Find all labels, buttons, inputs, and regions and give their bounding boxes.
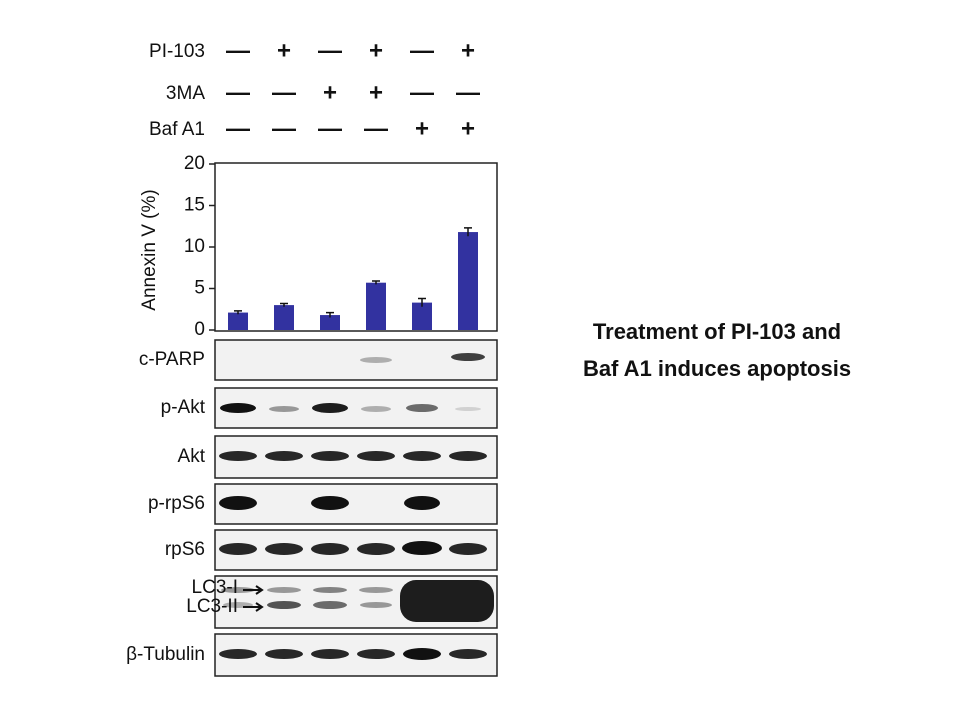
treatment-sign: —	[318, 37, 342, 64]
blot-label: LC3-I	[192, 577, 238, 598]
treatment-sign: +	[461, 37, 475, 64]
treatment-sign: —	[456, 79, 480, 106]
band	[312, 403, 348, 413]
blot-label: rpS6	[165, 539, 205, 560]
bar	[458, 232, 478, 330]
band	[311, 451, 349, 461]
blots	[214, 339, 498, 677]
band	[219, 451, 257, 461]
band	[451, 353, 485, 361]
bar	[228, 312, 248, 330]
band	[219, 649, 257, 659]
band	[269, 406, 299, 412]
band	[357, 543, 395, 555]
bar	[412, 302, 432, 330]
band	[402, 541, 442, 555]
band	[403, 648, 441, 660]
band	[221, 587, 255, 593]
treatment-sign: —	[226, 37, 250, 64]
band	[360, 357, 392, 363]
blot-label: p-Akt	[161, 397, 206, 418]
band	[313, 587, 347, 593]
treatment-sign: —	[272, 79, 296, 106]
treatment-sign: +	[369, 37, 383, 64]
band	[455, 407, 481, 411]
band	[311, 543, 349, 555]
blot-frame	[214, 483, 498, 525]
treatment-sign: +	[461, 115, 475, 142]
band	[265, 543, 303, 555]
band	[359, 587, 393, 593]
treatment-sign: —	[318, 115, 342, 142]
band	[219, 543, 257, 555]
band	[404, 496, 440, 510]
band	[265, 649, 303, 659]
band	[360, 602, 392, 608]
treatment-sign: —	[364, 115, 388, 142]
blot-label: p-rpS6	[148, 493, 205, 514]
bar	[366, 282, 386, 330]
band	[313, 601, 347, 609]
band	[267, 601, 301, 609]
treatment-sign: —	[410, 79, 434, 106]
y-tick-label: 20	[184, 153, 205, 174]
treatment-sign: —	[226, 79, 250, 106]
band	[357, 451, 395, 461]
y-tick-label: 10	[184, 236, 205, 257]
treatment-sign: —	[410, 37, 434, 64]
band	[357, 649, 395, 659]
y-tick-label: 5	[194, 278, 205, 299]
y-tick-label: 15	[184, 195, 205, 216]
blot-label: c-PARP	[139, 349, 205, 370]
band	[361, 406, 391, 412]
bar	[274, 305, 294, 330]
band	[449, 543, 487, 555]
chart-frame	[214, 162, 498, 332]
error-bar	[280, 302, 288, 307]
band	[449, 649, 487, 659]
band	[400, 580, 494, 622]
y-axis-label: Annexin V (%)	[139, 189, 160, 310]
band	[220, 403, 256, 413]
band	[267, 587, 301, 593]
treatment-label: Baf A1	[149, 119, 205, 140]
y-tick-label: 0	[194, 319, 205, 340]
error-bar	[234, 310, 242, 315]
blot-label: β-Tubulin	[126, 644, 205, 665]
caption-line: Treatment of PI-103 and	[593, 319, 841, 344]
blot-frame	[214, 339, 498, 381]
band	[311, 496, 349, 510]
band	[265, 451, 303, 461]
band	[311, 649, 349, 659]
treatment-sign: —	[272, 115, 296, 142]
band	[449, 451, 487, 461]
treatment-sign: +	[415, 115, 429, 142]
band	[403, 451, 441, 461]
arrow	[243, 585, 264, 595]
error-bar	[464, 227, 472, 237]
treatment-sign: +	[277, 37, 291, 64]
blot-label: LC3-II	[186, 596, 238, 617]
error-bar	[372, 280, 380, 285]
treatment-sign: +	[369, 79, 383, 106]
treatment-label: PI-103	[149, 41, 205, 62]
treatment-label: 3MA	[166, 83, 205, 104]
blot-label: Akt	[178, 446, 206, 467]
error-bar	[418, 297, 426, 307]
treatment-sign: +	[323, 79, 337, 106]
treatment-sign: —	[226, 115, 250, 142]
band	[406, 404, 438, 412]
caption-line: Baf A1 induces apoptosis	[583, 356, 851, 381]
band	[219, 496, 257, 510]
blot-frame	[214, 387, 498, 429]
arrow	[243, 602, 264, 612]
bar	[320, 315, 340, 330]
error-bar	[326, 311, 334, 318]
